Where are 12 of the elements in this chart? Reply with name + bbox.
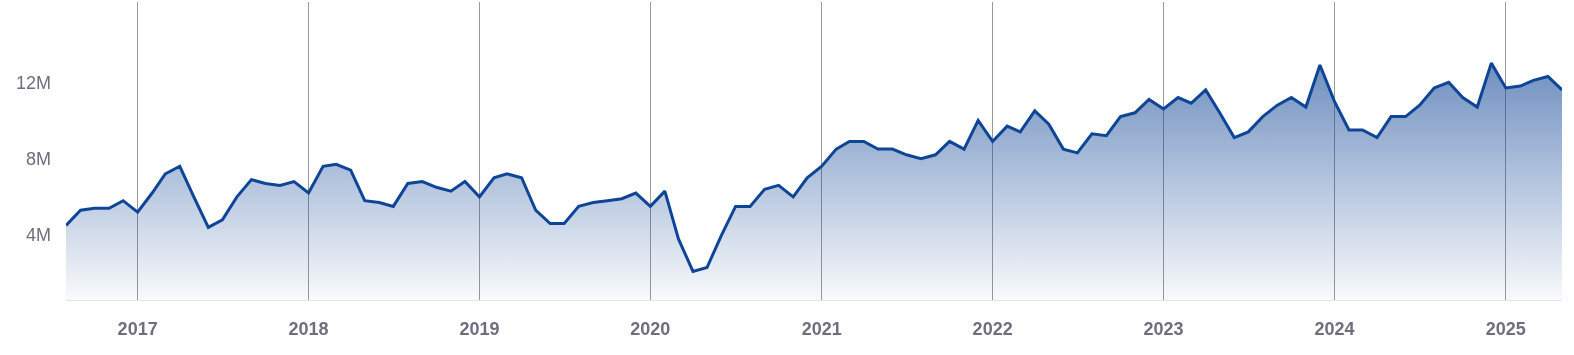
y-tick-label: 4M: [25, 225, 51, 246]
x-tick-label: 2023: [1143, 318, 1184, 339]
x-tick-label: 2020: [630, 318, 671, 339]
x-tick-label: 2022: [972, 318, 1013, 339]
y-tick-label: 8M: [25, 148, 51, 169]
x-tick-label: 2025: [1485, 318, 1526, 339]
x-tick-label: 2019: [459, 318, 500, 339]
x-tick-label: 2024: [1314, 318, 1355, 339]
y-tick-label: 12M: [15, 72, 51, 93]
x-tick-label: 2021: [801, 318, 842, 339]
x-tick-label: 2018: [288, 318, 329, 339]
x-tick-label: 2017: [117, 318, 158, 339]
